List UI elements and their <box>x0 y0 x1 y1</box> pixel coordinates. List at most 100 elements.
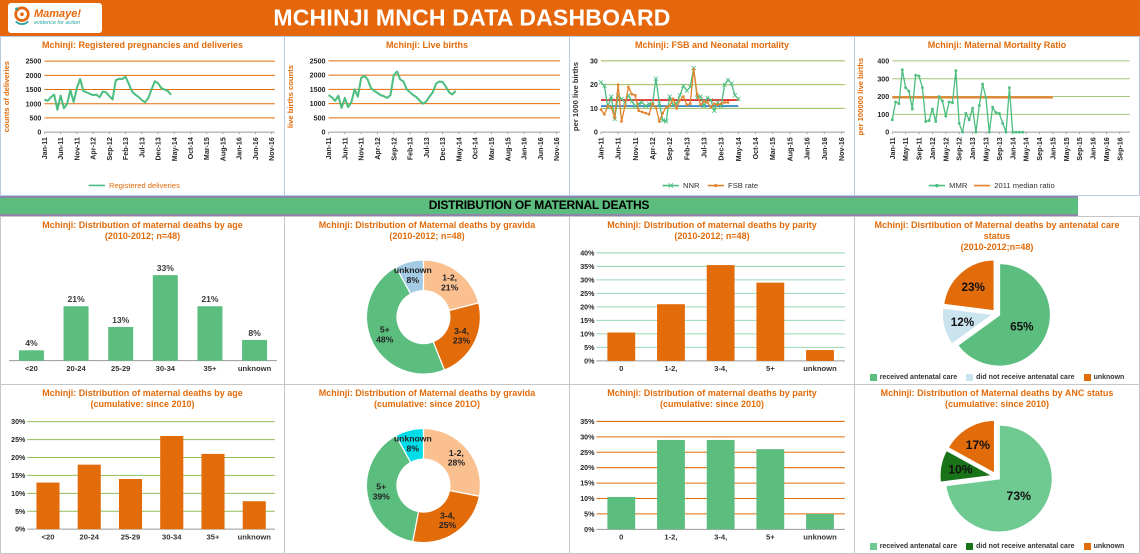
chart-subtitle: (2010-2012; n=48) <box>674 231 750 241</box>
panel-deaths-by-anc-2010-2012: Mchinji: Disrtibution of Maternal deaths… <box>855 216 1140 385</box>
svg-text:Feb-13: Feb-13 <box>683 137 691 160</box>
svg-text:0: 0 <box>885 129 889 137</box>
registered-deliveries-line-chart[interactable]: 0 500 1000 1500 2000 2500 counts of deliveries… <box>1 51 284 195</box>
svg-text:35%: 35% <box>580 418 595 426</box>
svg-text:0: 0 <box>619 364 623 373</box>
svg-text:25%: 25% <box>580 290 595 298</box>
svg-text:counts of deliveries: counts of deliveries <box>2 61 11 132</box>
svg-text:MMR: MMR <box>949 181 968 190</box>
legend-item: unknown <box>1083 374 1124 381</box>
svg-text:25-29: 25-29 <box>111 364 130 373</box>
svg-text:Sep-14: Sep-14 <box>1036 137 1044 160</box>
svg-text:10%: 10% <box>580 330 595 338</box>
chart-title: Mchinji: Distribution of maternal deaths… <box>607 220 817 230</box>
svg-text:Apr-12: Apr-12 <box>649 137 657 160</box>
legend-swatch <box>869 374 877 381</box>
legend-swatch <box>869 543 877 550</box>
svg-text:0: 0 <box>322 129 326 137</box>
deaths-by-anc-pie-chart[interactable]: 65% 12% 23% <box>855 253 1139 374</box>
dashboard-header: Mamaye! evidence for action MCHINJI MNCH… <box>0 0 1140 36</box>
svg-text:8%: 8% <box>248 328 261 338</box>
svg-text:live births counts: live births counts <box>286 65 295 128</box>
svg-text:Sep-12: Sep-12 <box>666 137 674 160</box>
legend-item: received antenatal care <box>869 543 957 550</box>
svg-text:2000: 2000 <box>26 72 42 80</box>
svg-text:Dec-13: Dec-13 <box>718 137 726 160</box>
svg-text:5+: 5+ <box>766 364 775 373</box>
svg-text:20%: 20% <box>580 303 595 311</box>
deaths-by-gravida-cumulative-donut-chart[interactable]: 1-2, 28% 3-4, 25% 5+ 39% unknown 8% <box>285 410 569 553</box>
svg-text:35+: 35+ <box>204 364 217 373</box>
svg-text:4%: 4% <box>25 338 38 348</box>
distribution-cumulative-row: Mchinji: Distribution of maternal deaths… <box>0 385 1140 554</box>
mamaye-logo: Mamaye! evidence for action <box>8 3 102 33</box>
svg-text:Jan-13: Jan-13 <box>969 137 977 160</box>
svg-text:1-2,28%: 1-2, 28% <box>448 448 466 468</box>
svg-text:May-11: May-11 <box>902 137 910 161</box>
chart-title: Mchinji: Distribution of maternal deaths… <box>42 220 243 230</box>
svg-text:Jun-16: Jun-16 <box>537 137 545 160</box>
svg-text:per 100000 live births: per 100000 live births <box>856 58 865 136</box>
svg-text:10%: 10% <box>11 490 26 498</box>
chart-title: Mchinji: Distribution of Maternal deaths… <box>318 220 536 230</box>
svg-text:<20: <20 <box>25 364 38 373</box>
pie-chart-legend: received antenatal care did not receive a… <box>855 374 1139 384</box>
svg-text:Sep-15: Sep-15 <box>1076 137 1084 160</box>
panel-deaths-by-parity-cumulative: Mchinji: Distribution of maternal deaths… <box>570 385 855 554</box>
svg-text:Dec-13: Dec-13 <box>439 137 447 160</box>
svg-text:Jan-11: Jan-11 <box>41 137 49 159</box>
svg-text:Sep-13: Sep-13 <box>996 137 1004 160</box>
svg-text:15%: 15% <box>580 317 595 325</box>
chart-title: Mchinji: Distribution of Maternal deaths… <box>880 388 1114 398</box>
svg-text:Nov-16: Nov-16 <box>838 137 846 161</box>
svg-text:Jan-16: Jan-16 <box>804 137 812 160</box>
chart-subtitle: (cumulative: since 2010) <box>944 399 1050 409</box>
deaths-by-gravida-donut-chart[interactable]: 1-2, 21% 3-4, 23% 5+ 48% unknown 8% <box>285 242 569 384</box>
svg-text:35%: 35% <box>580 263 595 271</box>
svg-text:<20: <20 <box>42 532 55 541</box>
deaths-by-parity-cumulative-bar-chart[interactable]: 0% 5% 10% 15% 20% 25% 30% 35% 0 1-2, 3-4, 5+ unknown <box>570 410 854 553</box>
svg-text:Apr-12: Apr-12 <box>90 137 98 160</box>
svg-text:Sep-12: Sep-12 <box>956 137 964 160</box>
svg-text:100: 100 <box>877 111 889 119</box>
svg-text:unknown: unknown <box>238 364 272 373</box>
svg-text:5+48%: 5+ 48% <box>376 325 394 345</box>
svg-text:Jan-15: Jan-15 <box>1049 137 1057 160</box>
svg-text:NNR: NNR <box>683 181 700 190</box>
svg-text:Aug-15: Aug-15 <box>786 137 794 161</box>
chart-title: Mchinji: Distribution of maternal deaths… <box>607 388 817 398</box>
panel-maternal-mortality-ratio: Mchinji: Maternal Mortality Ratio 0 100 20… <box>855 36 1140 196</box>
svg-text:May-12: May-12 <box>942 137 950 161</box>
svg-text:Nov-11: Nov-11 <box>632 137 640 160</box>
chart-subtitle: (cumulative: since 2010) <box>90 399 195 409</box>
svg-text:Oct-14: Oct-14 <box>752 137 760 159</box>
deaths-by-anc-cumulative-pie-chart[interactable]: 73% 10% 17% <box>855 410 1139 543</box>
chart-title: Mchinji: Registered pregnancies and deli… <box>41 40 244 50</box>
svg-text:0%: 0% <box>584 526 595 534</box>
svg-text:65%: 65% <box>1010 320 1034 333</box>
deaths-by-parity-bar-chart[interactable]: 0% 5% 10% 15% 20% 25% 30% 35% 40% 0 1-2, 3-4, 5+ unkn… <box>570 242 854 384</box>
svg-text:2011 median ratio: 2011 median ratio <box>994 181 1054 190</box>
svg-text:Oct-14: Oct-14 <box>472 137 480 159</box>
svg-text:Sep-16: Sep-16 <box>1116 137 1124 160</box>
svg-text:5+39%: 5+ 39% <box>373 482 391 502</box>
svg-text:unknown: unknown <box>803 533 837 542</box>
fsb-nnr-line-chart[interactable]: 0 10 20 30 per 1000 live births Jan-11 Jun-11 N… <box>570 51 854 195</box>
mmr-line-chart[interactable]: 0 100 200 300 400 per 100000 live births Jan-1… <box>855 51 1139 195</box>
deaths-by-age-bar-chart[interactable]: <20 4% 20-24 21% 25-29 13% 30-34 33% 35+ 21% unkno… <box>1 242 284 384</box>
svg-text:Registered deliveries: Registered deliveries <box>109 181 180 190</box>
live-births-line-chart[interactable]: 0 500 1000 1500 2000 2500 live births counts Ja… <box>285 51 569 195</box>
svg-text:Jun-11: Jun-11 <box>57 137 65 160</box>
svg-text:10%: 10% <box>948 463 973 477</box>
svg-text:2500: 2500 <box>310 57 326 65</box>
svg-text:Jan-12: Jan-12 <box>929 137 937 160</box>
panel-deaths-by-age-cumulative: Mchinji: Distribution of maternal deaths… <box>0 385 285 554</box>
svg-text:300: 300 <box>877 75 889 83</box>
svg-text:200: 200 <box>877 93 889 101</box>
chart-title: Mchinji: FSB and Neonatal mortality <box>634 40 789 50</box>
deaths-by-age-cumulative-bar-chart[interactable]: 0% 5% 10% 15% 20% 25% 30% <20 20-24 25-29 30-34 35+… <box>1 410 284 553</box>
svg-text:5%: 5% <box>584 344 595 352</box>
svg-text:May-14: May-14 <box>455 137 463 161</box>
